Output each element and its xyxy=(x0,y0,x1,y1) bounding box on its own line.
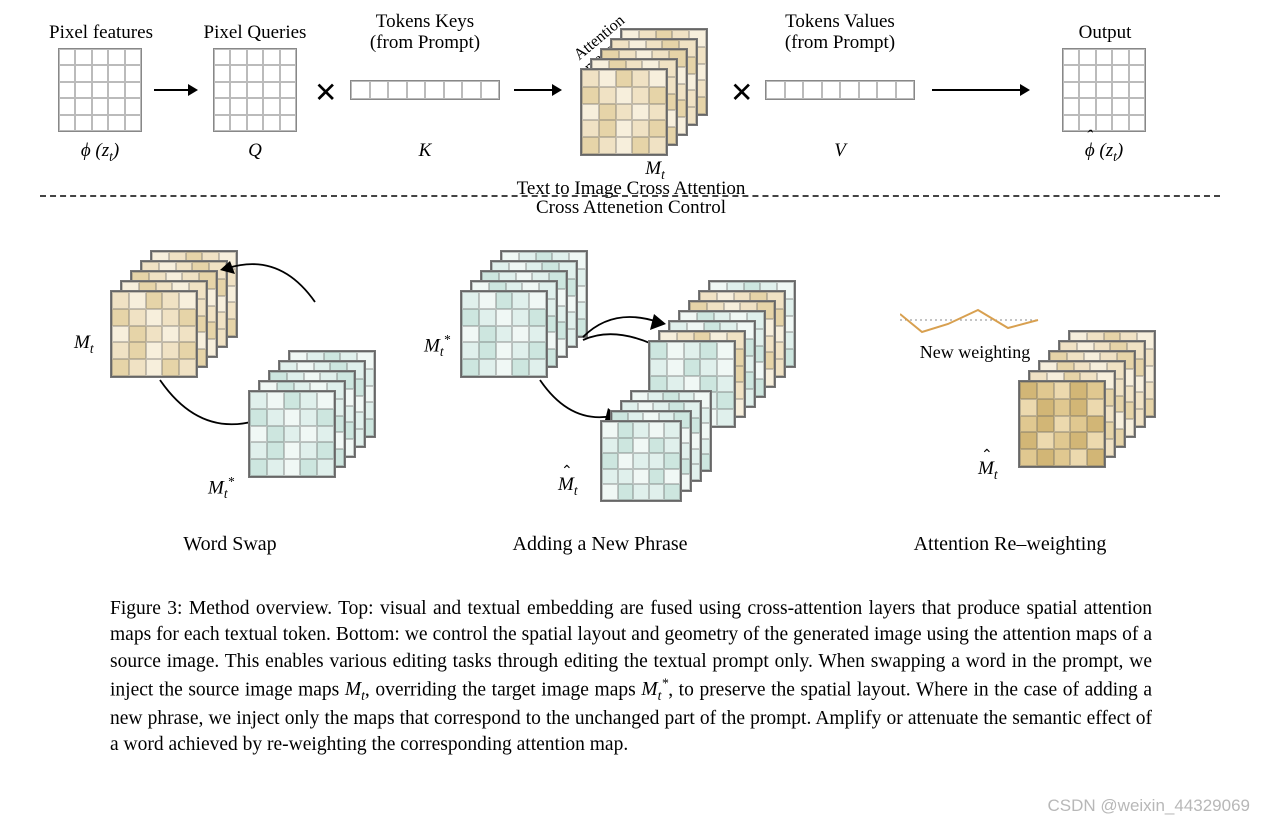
word-swap-arrow-up xyxy=(220,252,330,312)
arrow-1 xyxy=(152,78,198,102)
arrow-2 xyxy=(512,78,562,102)
output-symbol: ˆϕ (zt) xyxy=(1048,140,1160,165)
pixel-features-symbol: ϕ (zt) xyxy=(58,140,142,165)
add-phrase-mtstar: Mt* xyxy=(424,332,450,360)
attention-maps-stack xyxy=(580,28,710,158)
tokens-values-symbol: V xyxy=(765,140,915,162)
pixel-features-title: Pixel features xyxy=(36,22,166,44)
tokens-keys-line1: Tokens Keys xyxy=(376,11,474,32)
word-swap-mtstar: Mt* xyxy=(208,474,234,502)
mult-1: ✕ xyxy=(314,76,337,110)
reweight-stack xyxy=(1018,330,1168,480)
tokens-keys-title: Tokens Keys (from Prompt) xyxy=(345,12,505,54)
tokens-values-line1: Tokens Values xyxy=(785,11,895,32)
add-phrase-mtstar-stack xyxy=(460,250,590,380)
reweight-label: Attention Re–weighting xyxy=(880,533,1140,556)
watermark: CSDN @weixin_44329069 xyxy=(1048,796,1250,816)
pixel-queries-symbol: Q xyxy=(213,140,297,162)
mult-2: ✕ xyxy=(730,76,753,110)
reweight: New weighting ⌃Mt xyxy=(830,240,1210,550)
tokens-values-line2: (from Prompt) xyxy=(785,32,895,53)
add-phrase-label: Adding a New Phrase xyxy=(470,533,730,556)
arrow-3 xyxy=(930,78,1030,102)
output-title: Output xyxy=(1040,22,1170,44)
control-methods: Mt Mt* Word Swap Mt* xyxy=(0,225,1262,555)
add-phrase: Mt* ⌃Mt xyxy=(430,240,810,550)
tokens-keys-symbol: K xyxy=(350,140,500,162)
word-swap-label: Word Swap xyxy=(100,533,360,556)
section-label-bottom: Cross Attenetion Control xyxy=(536,197,726,219)
output-grid xyxy=(1062,48,1146,132)
figure-caption: Figure 3: Method overview. Top: visual a… xyxy=(110,596,1152,758)
pixel-features-grid xyxy=(58,48,142,132)
add-phrase-mthat-stack xyxy=(600,390,720,510)
reweight-mthat: ⌃Mt xyxy=(978,458,998,483)
cross-attention-pipeline: Pixel features ϕ (zt) Pixel Queries Q ✕ … xyxy=(0,0,1262,195)
pixel-queries-grid xyxy=(213,48,297,132)
tokens-keys-row xyxy=(350,80,500,100)
add-phrase-mthat: ⌃Mt xyxy=(558,474,578,499)
tokens-keys-line2: (from Prompt) xyxy=(370,32,480,53)
word-swap-mt: Mt xyxy=(74,332,94,357)
tokens-values-row xyxy=(765,80,915,100)
tokens-values-title: Tokens Values (from Prompt) xyxy=(760,12,920,54)
pixel-queries-title: Pixel Queries xyxy=(190,22,320,44)
word-swap: Mt Mt* xyxy=(80,240,420,550)
word-swap-mtstar-stack xyxy=(248,350,378,480)
